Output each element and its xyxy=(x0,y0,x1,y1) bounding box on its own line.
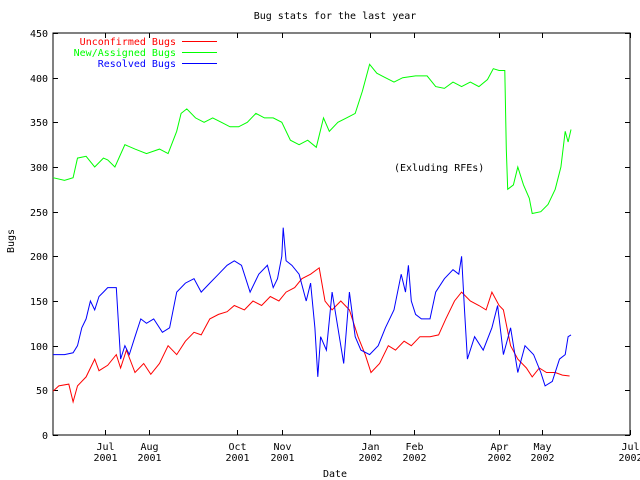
x-tick-label-month: Oct xyxy=(228,442,246,453)
x-tick-label-year: 2002 xyxy=(358,453,382,464)
x-tick-label-month: Aug xyxy=(140,442,158,453)
x-tick-label-year: 2002 xyxy=(402,453,426,464)
series-line-unconfirmed-bugs xyxy=(52,267,570,404)
x-axis: Jul2001Aug2001Oct2001Nov2001Jan2002Feb20… xyxy=(93,33,640,464)
x-tick-label-month: Feb xyxy=(405,442,423,453)
legend-label: Unconfirmed Bugs xyxy=(80,37,176,48)
legend-label: New/Assigned Bugs xyxy=(74,48,176,59)
x-axis-label: Date xyxy=(323,469,347,480)
x-tick-label-month: Apr xyxy=(490,442,508,453)
y-tick-label: 50 xyxy=(36,386,48,397)
x-tick-label-year: 2002 xyxy=(530,453,554,464)
y-tick-label: 200 xyxy=(30,252,48,263)
x-tick-label-year: 2001 xyxy=(137,453,161,464)
y-tick-label: 350 xyxy=(30,118,48,129)
y-tick-label: 450 xyxy=(30,29,48,40)
x-tick-label-month: Jul xyxy=(621,442,639,453)
x-tick-label-year: 2001 xyxy=(93,453,117,464)
legend-label: Resolved Bugs xyxy=(98,59,176,70)
y-tick-label: 0 xyxy=(42,431,48,442)
y-axis: 0 50 100 150 200 250 300 350 400 450 xyxy=(30,29,630,442)
x-tick-label-year: 2002 xyxy=(618,453,640,464)
series-line-new-assigned-bugs xyxy=(52,63,572,215)
x-tick-label-month: May xyxy=(533,442,551,453)
x-tick-label-year: 2001 xyxy=(270,453,294,464)
y-tick-label: 250 xyxy=(30,208,48,219)
chart-title: Bug stats for the last year xyxy=(254,11,417,22)
series-layer xyxy=(52,63,572,404)
x-tick-label-month: Jul xyxy=(96,442,114,453)
plot-frame xyxy=(52,32,631,436)
plot-border xyxy=(52,32,631,436)
y-tick-label: 400 xyxy=(30,74,48,85)
y-tick-label: 150 xyxy=(30,297,48,308)
y-tick-label: 100 xyxy=(30,342,48,353)
x-tick-label-year: 2002 xyxy=(487,453,511,464)
x-tick-label-year: 2001 xyxy=(225,453,249,464)
y-axis-label: Bugs xyxy=(6,229,17,253)
x-tick-label-month: Nov xyxy=(273,442,291,453)
y-tick-label: 300 xyxy=(30,163,48,174)
x-tick-label-month: Jan xyxy=(361,442,379,453)
annotation-excluding-rfes: (Exluding RFEs) xyxy=(394,163,484,174)
series-line-resolved-bugs xyxy=(53,227,572,387)
